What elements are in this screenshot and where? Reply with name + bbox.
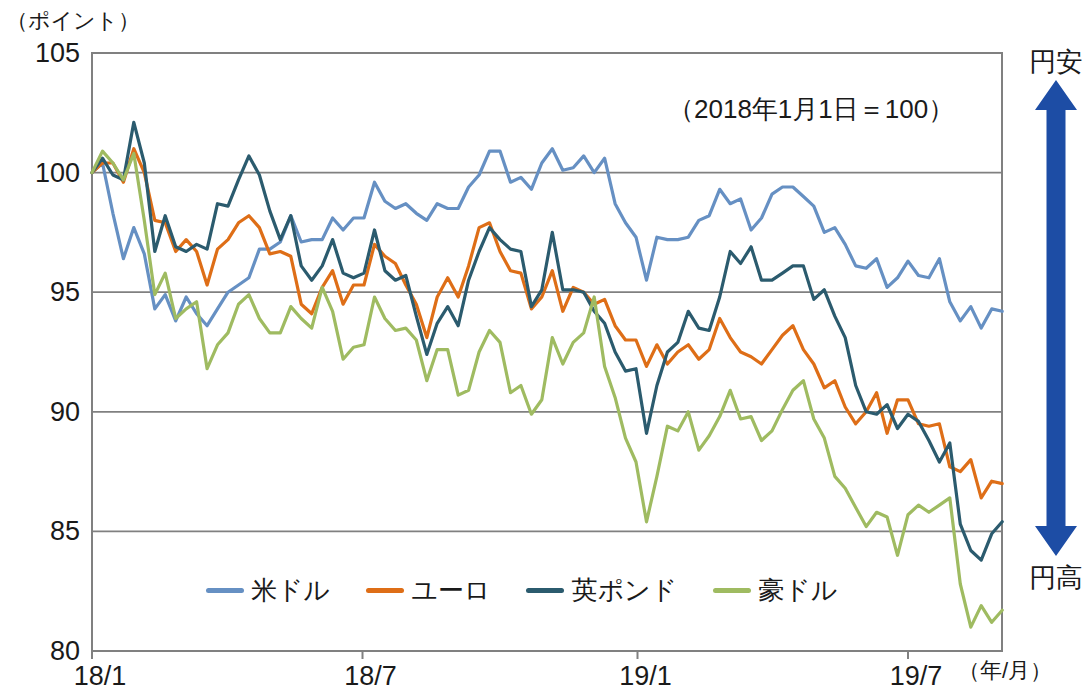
y-tick-label-95: 95 <box>0 276 80 308</box>
base-date-annotation: （2018年1月1日＝100） <box>668 92 954 127</box>
chart-legend: 米ドル ユーロ 英ポンド 豪ドル <box>206 573 837 608</box>
gbp-legend-swatch-icon <box>526 588 564 593</box>
usd-legend-label: 米ドル <box>251 573 330 608</box>
plot-border <box>92 53 1002 651</box>
currency-index-chart: （ポイント） （2018年1月1日＝100） 10510095908580 18… <box>0 0 1092 698</box>
x-tick-label-19-1: 19/1 <box>590 660 700 692</box>
y-tick-label-90: 90 <box>0 396 80 428</box>
aud-legend-label: 豪ドル <box>758 573 837 608</box>
legend-item-eur: ユーロ <box>366 573 490 608</box>
legend-item-aud: 豪ドル <box>713 573 837 608</box>
gbp-line <box>92 122 1002 560</box>
eur-legend-label: ユーロ <box>411 573 490 608</box>
aud-line <box>92 151 1002 627</box>
yen-weak-label: 円安 <box>1018 44 1092 80</box>
y-tick-label-100: 100 <box>0 157 80 189</box>
x-tick-label-19-7: 19/7 <box>861 660 971 692</box>
eur-legend-swatch-icon <box>366 588 404 593</box>
x-tick-label-18-1: 18/1 <box>45 660 155 692</box>
x-tick-label-18-7: 18/7 <box>316 660 426 692</box>
yen-strong-label: 円高 <box>1018 560 1092 596</box>
legend-item-gbp: 英ポンド <box>526 573 677 608</box>
y-tick-label-85: 85 <box>0 515 80 547</box>
aud-legend-swatch-icon <box>713 588 751 593</box>
usd-legend-swatch-icon <box>206 588 244 593</box>
gbp-legend-label: 英ポンド <box>571 573 677 608</box>
x-axis-unit-label: （年/月） <box>958 656 1052 686</box>
y-tick-label-105: 105 <box>0 37 80 69</box>
legend-item-usd: 米ドル <box>206 573 330 608</box>
